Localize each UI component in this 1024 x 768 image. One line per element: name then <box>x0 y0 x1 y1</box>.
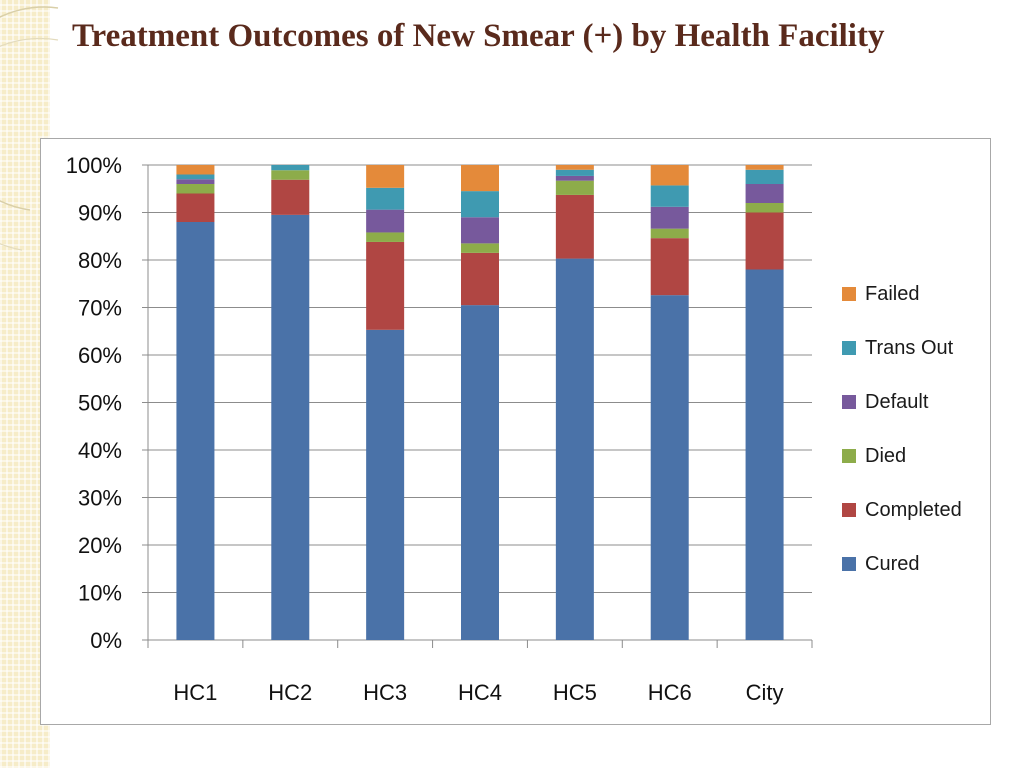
bar-segment-died <box>176 184 215 194</box>
bar-segment-completed <box>461 252 499 306</box>
legend-item: Cured <box>842 552 919 576</box>
legend-swatch <box>842 449 856 463</box>
x-tick-label: HC1 <box>173 680 217 705</box>
bar-segment-completed <box>650 238 689 296</box>
x-tick-label: HC5 <box>553 680 597 705</box>
legend-label: Died <box>865 444 907 467</box>
bar-segment-failed <box>366 165 405 188</box>
bar-segment-default <box>461 217 499 244</box>
bar-segment-died <box>461 243 499 253</box>
x-tick-label: HC6 <box>648 680 692 705</box>
bar-segment-failed <box>176 165 215 175</box>
bar-segment-default <box>555 175 594 181</box>
bar-segment-trans-out <box>650 185 689 207</box>
y-tick-label: 30% <box>78 486 122 511</box>
y-tick-label: 90% <box>78 201 122 226</box>
bar-segment-cured <box>461 305 499 640</box>
bar-segment-trans-out <box>271 165 310 171</box>
legend-item: Died <box>842 444 906 468</box>
legend-swatch <box>842 503 856 517</box>
bar-segment-failed <box>650 165 689 186</box>
bar-segment-trans-out <box>176 174 215 180</box>
bar-segment-cured <box>650 295 689 640</box>
decorative-arcs <box>0 6 59 251</box>
y-tick-label: 0% <box>90 628 122 653</box>
bar-segment-cured <box>555 258 594 640</box>
y-tick-label: 50% <box>78 391 122 416</box>
y-tick-label: 40% <box>78 438 122 463</box>
slide-title: Treatment Outcomes of New Smear (+) by H… <box>72 18 885 54</box>
y-tick-label: 60% <box>78 343 122 368</box>
bar-segment-died <box>271 170 310 180</box>
bar-segment-cured <box>366 329 405 640</box>
y-tick-label: 20% <box>78 533 122 558</box>
bar-segment-died <box>555 180 594 195</box>
bar-segment-trans-out <box>366 187 405 210</box>
bar-segment-completed <box>745 212 784 270</box>
legend-swatch <box>842 557 856 571</box>
bar-segment-cured <box>271 214 310 640</box>
bar-segment-died <box>650 228 689 239</box>
legend-swatch <box>842 287 856 301</box>
bar-segment-default <box>366 209 405 233</box>
bar-segment-failed <box>461 165 499 192</box>
bar-segment-failed <box>745 165 784 170</box>
bar-segment-completed <box>176 193 215 222</box>
bar-segment-trans-out <box>461 191 499 218</box>
bar-segment-trans-out <box>745 169 784 184</box>
bar-segment-cured <box>745 269 784 640</box>
legend-swatch <box>842 395 856 409</box>
bar-segment-default <box>745 184 784 203</box>
legend-label: Failed <box>865 282 920 305</box>
legend-label: Completed <box>865 498 962 521</box>
x-tick-label: HC2 <box>268 680 312 705</box>
legend-item: Default <box>842 390 928 414</box>
x-tick-label: HC3 <box>363 680 407 705</box>
y-tick-label: 100% <box>66 153 122 178</box>
bar-segment-failed <box>555 165 594 170</box>
legend-label: Cured <box>865 552 920 575</box>
bar-segment-default <box>650 206 689 229</box>
x-tick-label: HC4 <box>458 680 502 705</box>
y-tick-label: 70% <box>78 296 122 321</box>
legend-item: Completed <box>842 498 962 522</box>
legend-label: Trans Out <box>865 336 954 359</box>
y-tick-label: 80% <box>78 248 122 273</box>
y-tick-label: 10% <box>78 581 122 606</box>
legend-swatch <box>842 341 856 355</box>
x-tick-label: City <box>746 680 784 705</box>
bar-segment-default <box>176 179 215 184</box>
bar-segment-cured <box>176 222 215 640</box>
legend-item: Failed <box>842 282 919 306</box>
legend-label: Default <box>865 390 929 413</box>
legend-item: Trans Out <box>842 336 953 360</box>
bar-segment-died <box>366 232 405 242</box>
bar-segment-died <box>745 203 784 213</box>
bar-segment-trans-out <box>555 169 594 176</box>
bar-segment-completed <box>271 179 310 215</box>
bar-segment-completed <box>555 194 594 259</box>
bar-segment-completed <box>366 241 405 330</box>
